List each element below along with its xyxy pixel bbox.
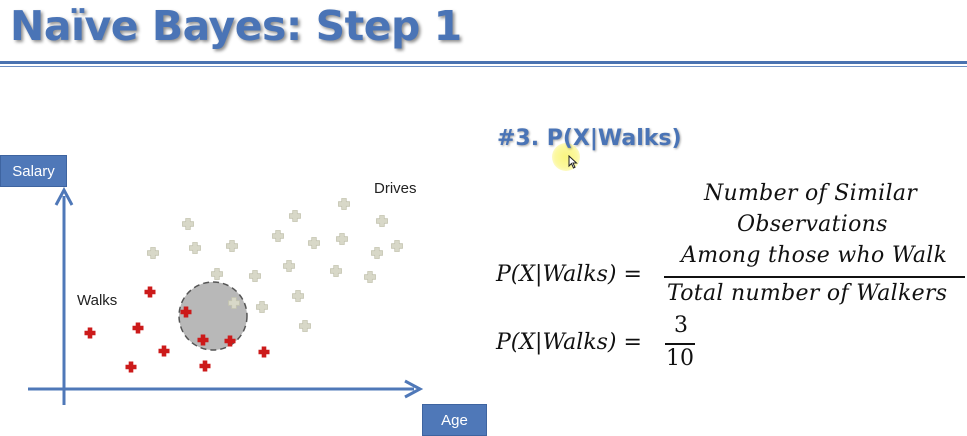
fraction-bar [664, 276, 965, 278]
result-fraction-bar [665, 343, 695, 345]
numerator-line-2: Observations [737, 212, 888, 237]
drives-point-icon [289, 210, 301, 222]
formula-heading: #3. P(X|Walks) [497, 126, 682, 151]
result-denominator: 10 [666, 346, 694, 371]
x-axis-arrow [404, 379, 424, 399]
walks-point-icon [258, 346, 270, 358]
drives-point-icon [376, 215, 388, 227]
walks-point-icon [132, 322, 144, 334]
drives-point-icon [182, 218, 194, 230]
drives-point-icon [147, 247, 159, 259]
drives-point-icon [211, 268, 223, 280]
drives-point-icon [292, 290, 304, 302]
drives-point-icon [249, 270, 261, 282]
drives-point-icon [330, 265, 342, 277]
walks-points [84, 286, 270, 373]
walks-point-icon [144, 286, 156, 298]
likelihood-lhs: P(X|Walks) = [496, 262, 642, 287]
walks-point-icon [180, 306, 192, 318]
title-underline [0, 61, 967, 64]
walks-point-icon [125, 361, 137, 373]
walks-point-icon [199, 360, 211, 372]
denominator: Total number of Walkers [667, 281, 948, 306]
drives-point-icon [283, 260, 295, 272]
mouse-pointer-icon [568, 155, 578, 169]
walks-point-icon [197, 334, 209, 346]
salary-axis-label: Salary [0, 155, 67, 187]
walks-point-icon [84, 327, 96, 339]
walks-point-icon [224, 335, 236, 347]
drives-point-icon [338, 198, 350, 210]
similarity-circle [178, 281, 248, 351]
drives-points [147, 198, 403, 332]
title-underline-thin [0, 66, 967, 67]
drives-point-icon [256, 301, 268, 313]
likelihood-result-lhs: P(X|Walks) = [496, 330, 642, 355]
numerator-line-3: Among those who Walk [681, 243, 948, 268]
drives-point-icon [391, 240, 403, 252]
walks-label: Walks [77, 292, 118, 309]
drives-point-icon [189, 242, 201, 254]
drives-point-icon [308, 237, 320, 249]
cursor-highlight [552, 143, 580, 171]
drives-point-icon [299, 320, 311, 332]
drives-point-icon [364, 271, 376, 283]
y-axis-arrow [54, 186, 74, 206]
drives-point-icon [272, 230, 284, 242]
drives-label: Drives [374, 180, 417, 197]
age-axis-label: Age [422, 404, 487, 436]
slide-title: Naïve Bayes: Step 1 [10, 2, 462, 50]
drives-point-icon [336, 233, 348, 245]
walks-point-icon [158, 345, 170, 357]
drives-point-icon [226, 240, 238, 252]
result-numerator: 3 [674, 313, 688, 338]
numerator-line-1: Number of Similar [704, 181, 918, 206]
drives-point-icon [371, 247, 383, 259]
drives-point-icon [228, 297, 240, 309]
